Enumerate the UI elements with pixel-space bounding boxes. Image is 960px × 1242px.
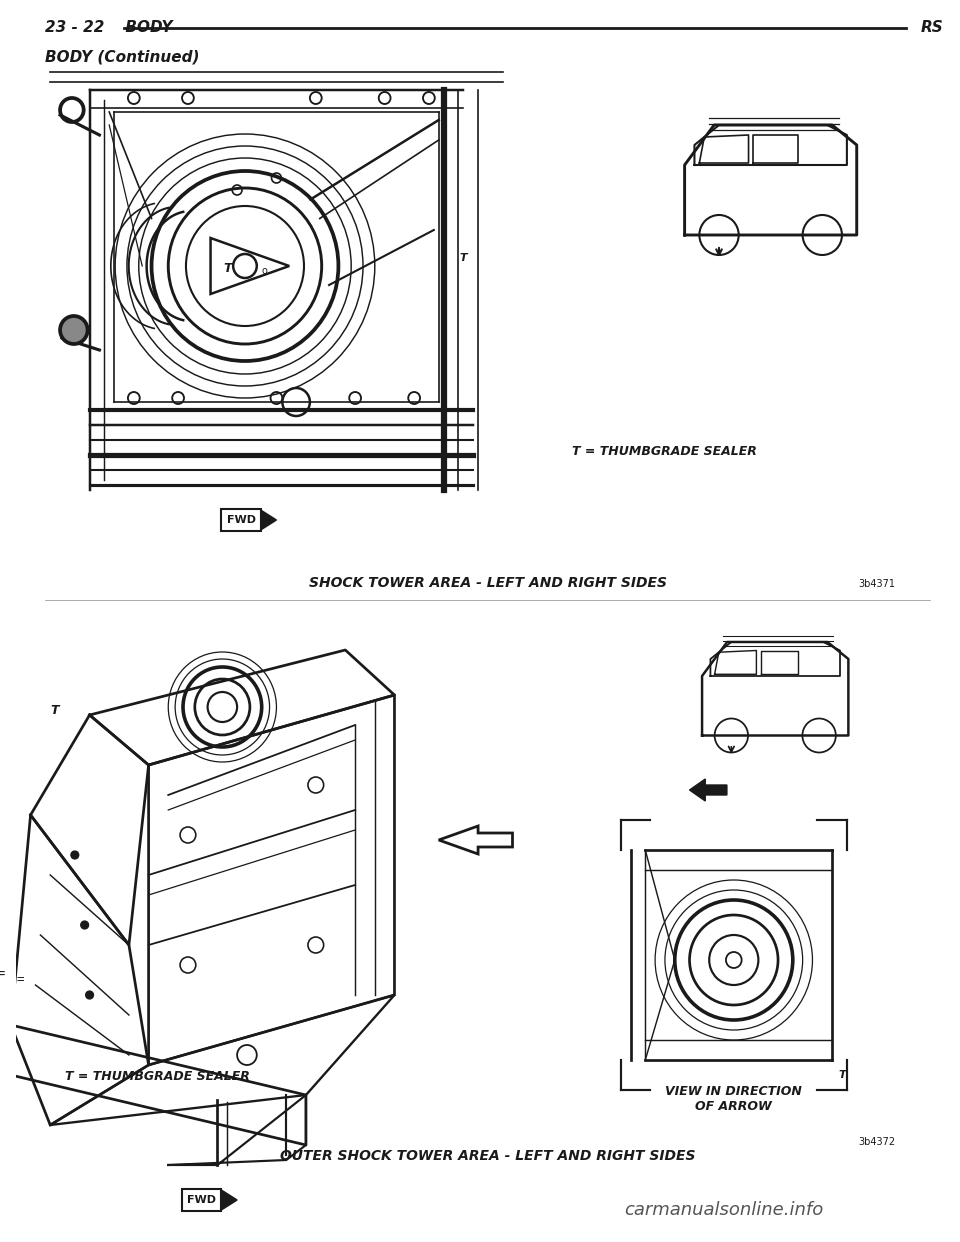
Text: FWD: FWD (187, 1195, 216, 1205)
Polygon shape (439, 826, 513, 854)
Text: VIEW IN DIRECTION
OF ARROW: VIEW IN DIRECTION OF ARROW (665, 1086, 803, 1113)
Text: BODY (Continued): BODY (Continued) (45, 50, 200, 65)
Text: =: = (0, 968, 5, 982)
Text: T = THUMBGRADE SEALER: T = THUMBGRADE SEALER (65, 1071, 250, 1083)
Circle shape (60, 315, 87, 344)
Text: SHOCK TOWER AREA - LEFT AND RIGHT SIDES: SHOCK TOWER AREA - LEFT AND RIGHT SIDES (309, 576, 667, 590)
Text: 23 - 22    BODY: 23 - 22 BODY (45, 21, 173, 36)
Text: T = THUMBGRADE SEALER: T = THUMBGRADE SEALER (571, 445, 756, 458)
Polygon shape (261, 510, 276, 530)
Text: OUTER SHOCK TOWER AREA - LEFT AND RIGHT SIDES: OUTER SHOCK TOWER AREA - LEFT AND RIGHT … (280, 1149, 696, 1163)
Circle shape (81, 922, 88, 929)
Text: carmanualsonline.info: carmanualsonline.info (624, 1201, 824, 1218)
Text: 3b4371: 3b4371 (858, 579, 895, 589)
Text: o: o (262, 266, 268, 276)
Circle shape (71, 851, 79, 859)
Text: T: T (51, 703, 60, 717)
Circle shape (85, 991, 93, 999)
FancyBboxPatch shape (182, 1189, 222, 1211)
Text: T: T (460, 253, 468, 263)
Text: RS: RS (921, 21, 944, 36)
Polygon shape (222, 1190, 237, 1210)
FancyBboxPatch shape (222, 509, 261, 532)
Text: T: T (223, 262, 231, 274)
Text: FWD: FWD (227, 515, 255, 525)
Text: T: T (838, 1071, 846, 1081)
Polygon shape (689, 779, 727, 801)
Text: =: = (17, 974, 25, 986)
Text: 3b4372: 3b4372 (858, 1136, 895, 1148)
